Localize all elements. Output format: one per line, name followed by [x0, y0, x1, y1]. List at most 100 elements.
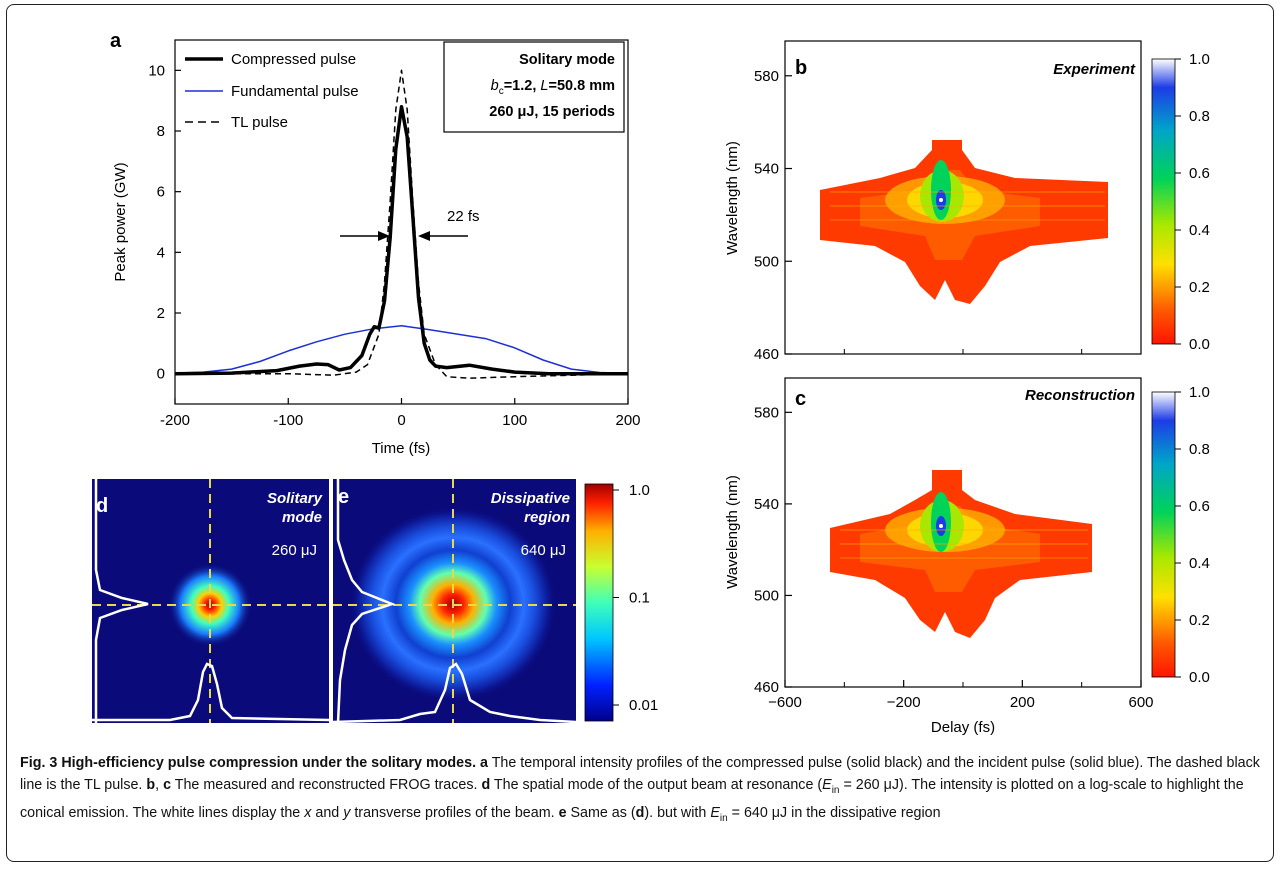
panel-a: a -200 -100 0 100 200 0 2 4 6 8 10 Time (fs) Peak … — [110, 30, 641, 457]
panel-b-trace — [820, 140, 1108, 304]
colorbar-tick-label: 1.0 — [1189, 384, 1210, 401]
panel-d-label: d — [96, 495, 108, 517]
caption-part: y — [343, 804, 351, 821]
panel-a-series — [174, 69, 629, 379]
y-tick-label: 4 — [157, 244, 165, 261]
figure-graphics: a -200 -100 0 100 200 0 2 4 6 8 10 Time (fs) Peak … — [92, 30, 1210, 736]
x-tick-label: 200 — [1010, 694, 1035, 711]
y-tick-label: 0 — [157, 366, 165, 383]
caption-part: d — [481, 777, 491, 793]
caption-part: in — [831, 784, 840, 796]
y-tick-label: 540 — [754, 161, 779, 178]
legend-fundamental-label: Fundamental pulse — [231, 83, 359, 100]
series-tl-pulse — [175, 69, 629, 379]
panel-c: c Reconstruction 460 500 540 580 −600 −200 200… — [724, 377, 1210, 736]
panel-b-colorbar — [1151, 58, 1176, 345]
panel-d-energy: 260 μJ — [272, 542, 317, 559]
x-tick-label: 100 — [502, 412, 527, 429]
colorbar-tick-label: 0.0 — [1189, 336, 1210, 353]
colorbar-tick-label: 0.6 — [1189, 498, 1210, 515]
series-fundamental-pulse — [174, 324, 629, 375]
panel-e-y-profile — [336, 479, 396, 723]
caption-part: Same as ( — [566, 804, 636, 821]
x-tick-label: 600 — [1128, 694, 1153, 711]
colorbar-tick-label: 0.2 — [1189, 612, 1210, 629]
colorbar-tick-label: 0.4 — [1189, 555, 1210, 572]
panel-d-title-1: Solitary — [267, 490, 323, 507]
info-line1: Solitary mode — [519, 52, 615, 68]
y-tick-label: 6 — [157, 184, 165, 201]
log-tick-label: 0.1 — [629, 590, 650, 607]
figure-caption: Fig. 3 High-efficiency pulse compression… — [20, 752, 1270, 830]
caption-part: The temporal intensity profiles of the c… — [20, 755, 1260, 793]
x-tick-label: 0 — [397, 412, 405, 429]
log-tick-label: 0.01 — [629, 697, 658, 714]
caption-part: e — [558, 804, 567, 821]
y-tick-label: 460 — [754, 679, 779, 696]
panel-e-title-1: Dissipative — [491, 490, 570, 507]
y-tick-label: 460 — [754, 346, 779, 363]
log-colorbar-bar — [584, 483, 614, 722]
fwhm-annotation: 22 fs — [340, 208, 480, 241]
caption-part: E — [710, 804, 720, 821]
log-colorbar-ticks: 1.0 0.1 0.01 — [613, 482, 658, 714]
log-colorbar: 1.0 0.1 0.01 — [584, 482, 658, 722]
panel-c-trace — [830, 470, 1092, 638]
panel-c-colorbar-ticks: 0.0 0.2 0.4 0.6 0.8 1.0 — [1175, 384, 1210, 686]
panel-b: b Experiment 460 500 540 580 Wavelength (nm… — [724, 40, 1210, 363]
panel-c-xlabel: Delay (fs) — [931, 719, 995, 736]
caption-part: a — [480, 755, 488, 771]
y-tick-label: 500 — [754, 587, 779, 604]
panel-d-x-profile — [92, 662, 329, 722]
panel-e-title-2: region — [524, 509, 570, 526]
colorbar-tick-label: 1.0 — [1189, 51, 1210, 68]
caption-part: The spatial mode of the output beam at r… — [490, 777, 823, 793]
caption-part: E — [822, 777, 832, 793]
panel-b-label: b — [795, 57, 807, 79]
y-tick-label: 500 — [754, 253, 779, 270]
y-tick-label: 10 — [148, 62, 165, 79]
x-tick-label: -200 — [160, 412, 190, 429]
panel-a-ylabel: Peak power (GW) — [112, 162, 129, 281]
caption-part: c — [163, 777, 172, 793]
caption-body: a The temporal intensity profiles of the… — [20, 755, 1260, 824]
caption-part: = 260 μJ). The intensity is plotted on a… — [20, 777, 1244, 821]
panel-b-title: Experiment — [1053, 61, 1136, 78]
y-tick-label: 580 — [754, 68, 779, 85]
panel-d-title-2: mode — [282, 509, 322, 526]
caption-part: ). but with — [644, 804, 711, 821]
panel-b-ylabel: Wavelength (nm) — [724, 141, 741, 255]
caption-title: High-efficiency pulse compression under … — [61, 755, 477, 771]
x-tick-label: 200 — [615, 412, 640, 429]
caption-part: transverse profiles of the beam. — [350, 804, 559, 821]
caption-part: d — [635, 804, 645, 821]
panel-e-x-profile — [333, 662, 576, 723]
panel-c-colorbar — [1151, 391, 1176, 678]
caption-fig-label: Fig. 3 — [20, 755, 58, 771]
colorbar-tick-label: 0.8 — [1189, 108, 1210, 125]
panel-a-label: a — [110, 30, 122, 52]
y-tick-label: 540 — [754, 496, 779, 513]
y-tick-label: 580 — [754, 404, 779, 421]
x-tick-label: −200 — [887, 694, 921, 711]
panel-b-colorbar-ticks: 0.0 0.2 0.4 0.6 0.8 1.0 — [1175, 51, 1210, 353]
legend-compressed-label: Compressed pulse — [231, 51, 356, 68]
colorbar-tick-label: 0.2 — [1189, 279, 1210, 296]
caption-part: in — [719, 812, 728, 824]
fwhm-label: 22 fs — [447, 208, 480, 225]
panel-a-legend: Compressed pulse Fundamental pulse TL pu… — [185, 51, 359, 131]
caption-part: x — [304, 804, 312, 821]
figure-frame — [6, 4, 1274, 862]
panel-e-energy: 640 μJ — [521, 542, 566, 559]
panel-c-ylabel: Wavelength (nm) — [724, 475, 741, 589]
panel-e-label: e — [338, 486, 349, 508]
panel-d-y-profile — [94, 479, 149, 723]
colorbar-tick-label: 0.4 — [1189, 222, 1210, 239]
panel-c-title: Reconstruction — [1025, 387, 1135, 404]
info-line3: 260 μJ, 15 periods — [489, 104, 615, 120]
caption-part: = 640 μJ in the dissipative region — [727, 804, 941, 821]
colorbar-tick-label: 0.6 — [1189, 165, 1210, 182]
x-tick-label: −600 — [768, 694, 802, 711]
panel-a-ticks: -200 -100 0 100 200 0 2 4 6 8 10 — [148, 62, 640, 429]
caption-part: and — [311, 804, 344, 821]
